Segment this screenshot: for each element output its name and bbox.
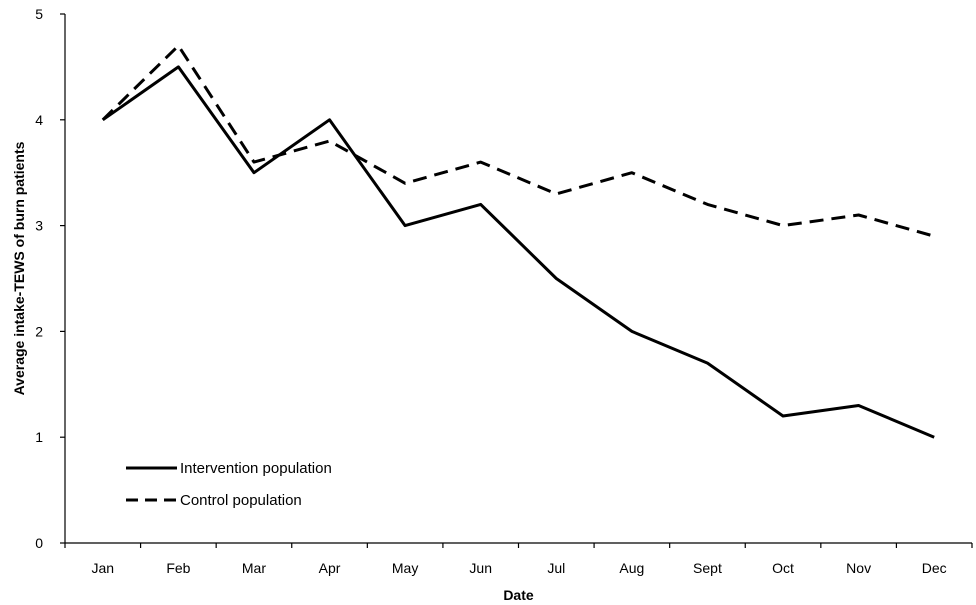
x-tick-label: Nov — [846, 560, 871, 576]
y-tick-label: 5 — [35, 6, 43, 22]
legend-label-intervention: Intervention population — [180, 460, 332, 477]
legend: Intervention population Control populati… — [126, 460, 332, 509]
legend-label-control: Control population — [180, 492, 302, 509]
x-tick-label: Aug — [619, 560, 644, 576]
series-lines — [101, 44, 935, 439]
x-tick-label: Oct — [772, 560, 794, 576]
series-line-intervention — [101, 65, 935, 439]
x-tick-label: Mar — [242, 560, 266, 576]
x-tick-label: Sept — [693, 560, 722, 576]
y-axis-title: Average intake-TEWS of burn patients — [11, 141, 27, 395]
x-tick-label: May — [392, 560, 418, 576]
x-tick-label: Jul — [547, 560, 565, 576]
x-tick-label: Jun — [469, 560, 492, 576]
y-ticks: 0 1 2 3 4 5 — [35, 6, 65, 551]
x-tick-label: Jan — [92, 560, 115, 576]
x-ticks: Jan Feb Mar Apr May Jun Jul Aug Sept Oct Nov Dec — [64, 543, 973, 576]
y-tick-label: 1 — [35, 429, 43, 445]
x-tick-label: Feb — [166, 560, 190, 576]
x-tick-label: Dec — [922, 560, 947, 576]
x-tick-label: Apr — [319, 560, 341, 576]
y-tick-label: 0 — [35, 535, 43, 551]
y-tick-label: 4 — [35, 112, 43, 128]
x-axis-title: Date — [503, 587, 534, 603]
y-tick-label: 2 — [35, 323, 43, 339]
series-line-control — [101, 44, 935, 238]
y-tick-label: 3 — [35, 218, 43, 234]
